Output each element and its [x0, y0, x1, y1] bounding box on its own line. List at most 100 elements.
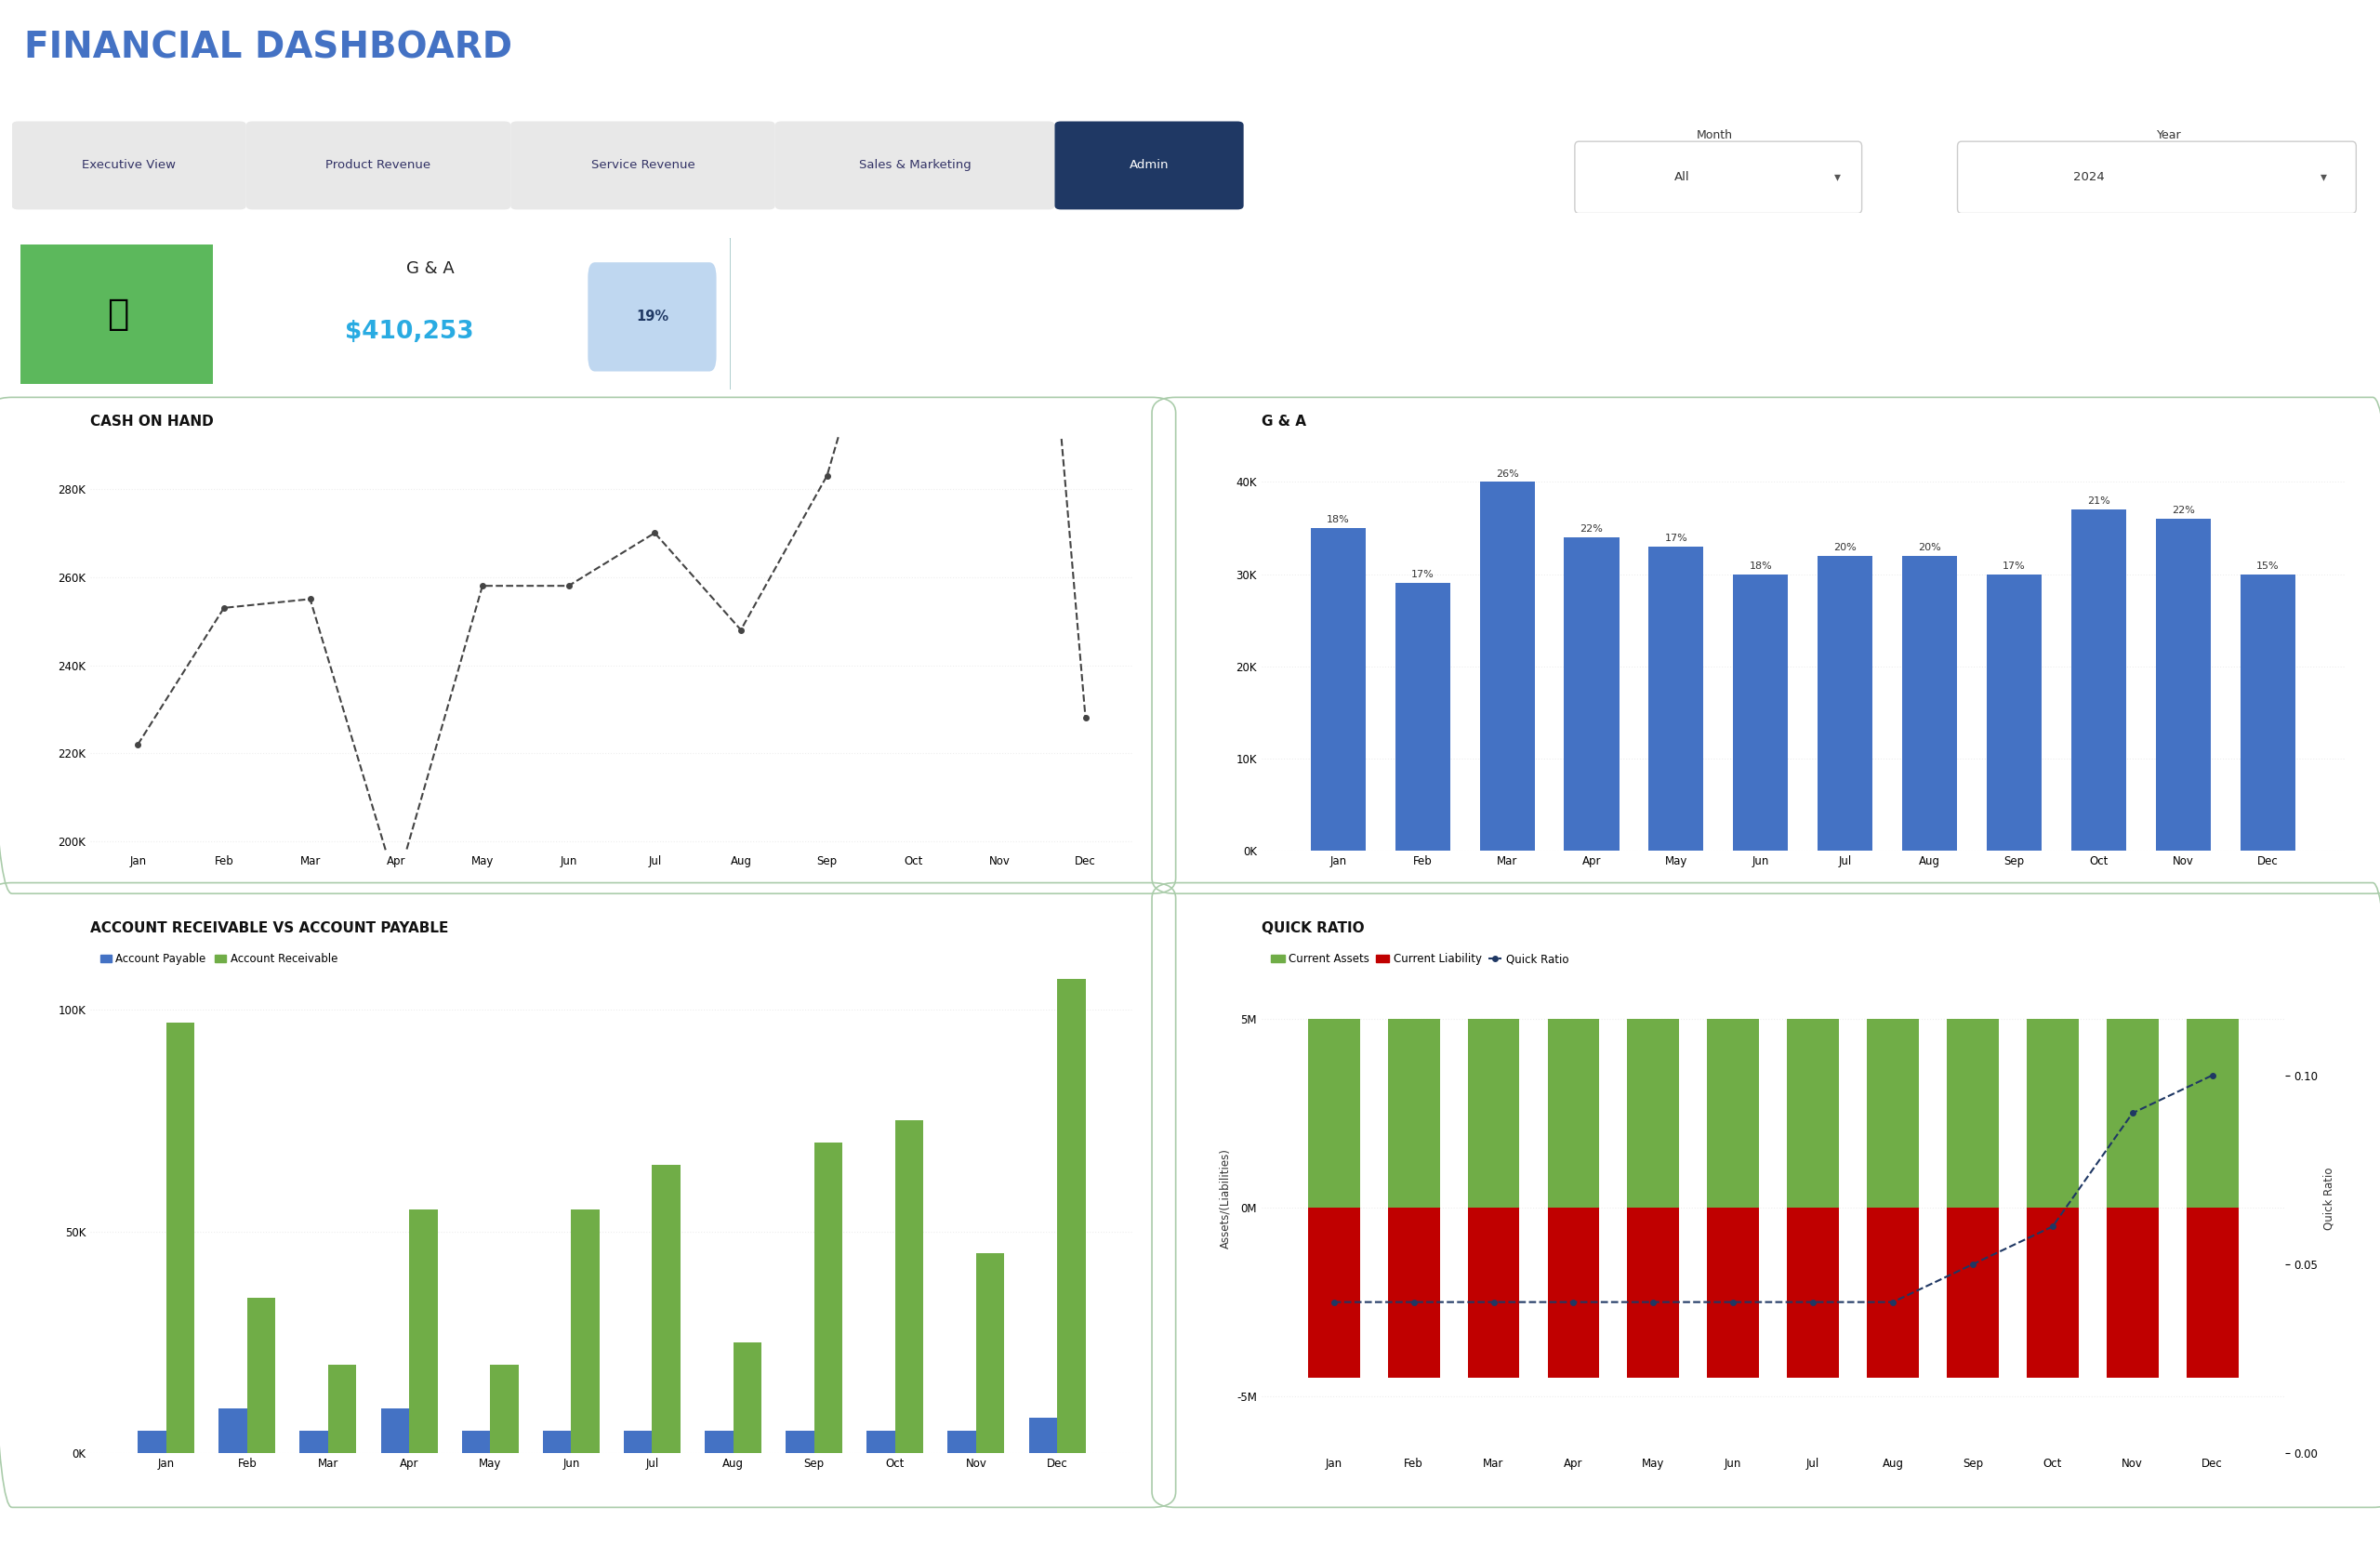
Bar [1787, 1019, 1840, 1207]
Text: G & A: G & A [407, 260, 455, 277]
Bar [1468, 1019, 1518, 1207]
Text: $410,253: $410,253 [345, 320, 474, 345]
Text: 20%: 20% [1918, 543, 1942, 552]
Text: 💰: 💰 [107, 297, 129, 331]
Bar [167, 1023, 195, 1453]
Bar [1311, 529, 1366, 850]
Bar [1309, 1019, 1359, 1207]
Bar [2071, 510, 2125, 850]
Bar [785, 1432, 814, 1453]
Text: ▾: ▾ [2320, 170, 2328, 184]
Bar [1818, 555, 1873, 850]
Text: Month: Month [1697, 128, 1733, 141]
Bar [138, 1432, 167, 1453]
Bar [947, 1432, 976, 1453]
Bar [1649, 546, 1704, 850]
Text: Sales & Marketing: Sales & Marketing [859, 159, 971, 172]
Text: 18%: 18% [1749, 561, 1773, 570]
Bar [1866, 1207, 1918, 1377]
Text: 18%: 18% [1326, 515, 1349, 524]
Bar [1733, 574, 1787, 850]
Bar [19, 244, 214, 383]
FancyBboxPatch shape [1054, 121, 1245, 210]
Text: 17%: 17% [1411, 570, 1435, 580]
Bar [2028, 1207, 2078, 1377]
Bar [1468, 1207, 1518, 1377]
Text: ▾: ▾ [1835, 170, 1840, 184]
Bar [1866, 1019, 1918, 1207]
Bar [490, 1365, 519, 1453]
Bar [1395, 583, 1449, 850]
Bar [1547, 1207, 1599, 1377]
Text: Year: Year [2156, 128, 2180, 141]
Bar [624, 1432, 652, 1453]
Bar [1628, 1207, 1680, 1377]
Bar [733, 1342, 762, 1453]
Text: CASH ON HAND: CASH ON HAND [90, 414, 214, 428]
Bar [2156, 519, 2211, 850]
Bar [704, 1432, 733, 1453]
Bar [1388, 1019, 1440, 1207]
Bar [1902, 555, 1956, 850]
Bar [1564, 538, 1618, 850]
Text: All: All [1676, 172, 1690, 182]
Bar [1987, 574, 2042, 850]
Text: 19%: 19% [635, 309, 669, 323]
Bar [1028, 1418, 1057, 1453]
Bar [462, 1432, 490, 1453]
FancyBboxPatch shape [588, 263, 716, 371]
Bar [1947, 1207, 1999, 1377]
Text: FINANCIAL DASHBOARD: FINANCIAL DASHBOARD [24, 31, 512, 65]
Text: 17%: 17% [1664, 533, 1687, 543]
Text: QUICK RATIO: QUICK RATIO [1261, 921, 1364, 935]
Bar [543, 1432, 571, 1453]
Text: 22%: 22% [2171, 506, 2194, 515]
Bar [2240, 574, 2294, 850]
Text: ACCOUNT RECEIVABLE VS ACCOUNT PAYABLE: ACCOUNT RECEIVABLE VS ACCOUNT PAYABLE [90, 921, 450, 935]
Bar [1309, 1207, 1359, 1377]
Bar [409, 1209, 438, 1453]
Text: 15%: 15% [2256, 561, 2280, 570]
Bar [571, 1209, 600, 1453]
Bar [1706, 1207, 1759, 1377]
Bar [814, 1142, 843, 1453]
Bar [1057, 979, 1085, 1453]
FancyBboxPatch shape [14, 233, 731, 397]
Text: 26%: 26% [1495, 468, 1518, 478]
Bar [1787, 1207, 1840, 1377]
FancyBboxPatch shape [1956, 142, 2356, 213]
FancyBboxPatch shape [245, 121, 512, 210]
Bar [1547, 1019, 1599, 1207]
Text: 21%: 21% [2087, 496, 2111, 506]
Bar [1480, 482, 1535, 850]
Y-axis label: Assets/(Liabilities): Assets/(Liabilities) [1219, 1149, 1230, 1248]
Bar [652, 1164, 681, 1453]
Bar [1628, 1019, 1680, 1207]
FancyBboxPatch shape [512, 121, 776, 210]
FancyBboxPatch shape [1576, 142, 1861, 213]
Bar [866, 1432, 895, 1453]
Bar [328, 1365, 357, 1453]
FancyBboxPatch shape [12, 121, 245, 210]
Text: Admin: Admin [1130, 159, 1169, 172]
Bar [300, 1432, 328, 1453]
Bar [381, 1408, 409, 1453]
Legend: Account Payable, Account Receivable: Account Payable, Account Receivable [95, 949, 343, 969]
Bar [2028, 1019, 2078, 1207]
Bar [976, 1254, 1004, 1453]
Text: 2024: 2024 [2073, 172, 2104, 182]
FancyBboxPatch shape [776, 121, 1054, 210]
Bar [1947, 1019, 1999, 1207]
Bar [2187, 1207, 2237, 1377]
Text: 20%: 20% [1833, 543, 1856, 552]
Bar [2187, 1019, 2237, 1207]
Text: 17%: 17% [2002, 561, 2025, 570]
Y-axis label: Quick Ratio: Quick Ratio [2323, 1167, 2335, 1229]
Bar [1706, 1019, 1759, 1207]
Text: 22%: 22% [1580, 524, 1604, 533]
Bar [2106, 1207, 2159, 1377]
Bar [2106, 1019, 2159, 1207]
Bar [219, 1408, 248, 1453]
Bar [248, 1299, 276, 1453]
Text: G & A: G & A [1261, 414, 1307, 428]
